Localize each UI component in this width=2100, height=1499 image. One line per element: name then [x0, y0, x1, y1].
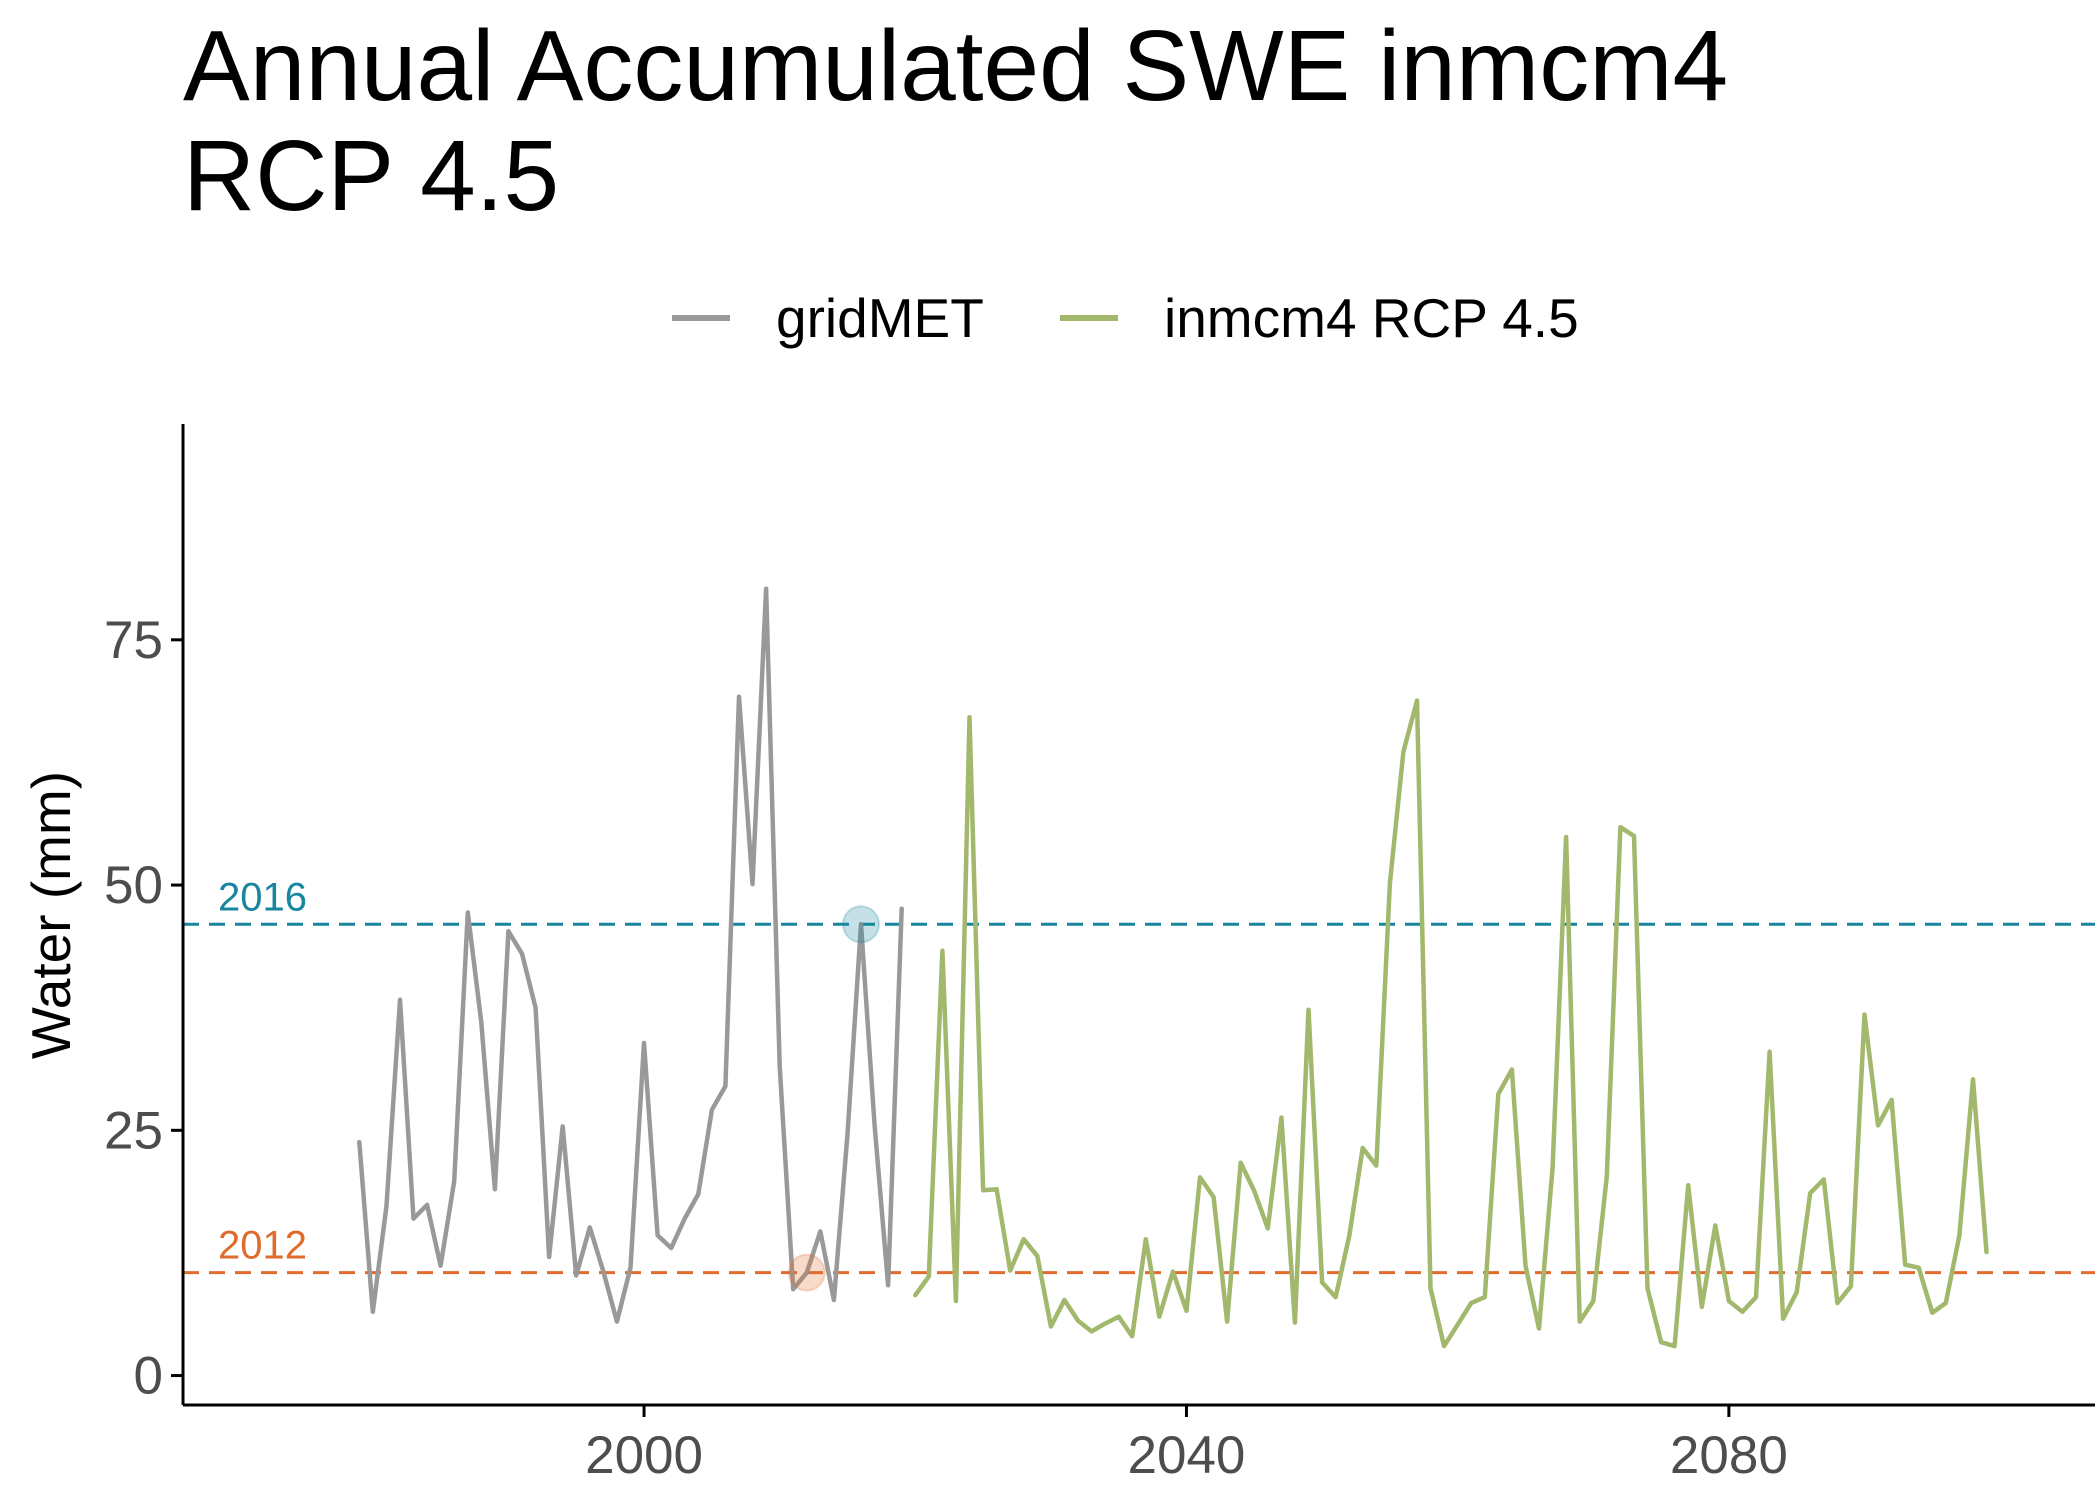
- reference-label-2016: 2016: [218, 875, 307, 919]
- highlight-point-2012: [787, 1253, 826, 1292]
- y-tick-label-50: 50: [104, 856, 163, 915]
- x-tick-label-2040: 2040: [1128, 1426, 1246, 1485]
- series-line-inmcm4-rcp45: [913, 698, 1989, 1349]
- plot-area: 2016 2012: [183, 586, 2095, 1349]
- legend: gridMET inmcm4 RCP 4.5: [672, 287, 1579, 349]
- y-tick-label-25: 25: [104, 1101, 163, 1160]
- y-axis-title: Water (mm): [20, 771, 82, 1059]
- axes: 0 25 50 75 2000 2040 2080: [104, 424, 2095, 1485]
- series-line-gridmet: [357, 586, 904, 1324]
- y-tick-label-0: 0: [134, 1347, 163, 1406]
- chart-title: Annual Accumulated SWE inmcm4 RCP 4.5: [183, 10, 1728, 232]
- x-tick-label-2000: 2000: [585, 1426, 703, 1485]
- chart-title-line-2: RCP 4.5: [183, 120, 559, 232]
- reference-label-2012: 2012: [218, 1224, 307, 1268]
- y-tick-label-75: 75: [104, 611, 163, 670]
- legend-label-inmcm4: inmcm4 RCP 4.5: [1164, 287, 1579, 349]
- highlight-point-2016: [842, 905, 881, 944]
- chart-title-line-1: Annual Accumulated SWE inmcm4: [183, 10, 1728, 122]
- x-tick-label-2080: 2080: [1670, 1426, 1788, 1485]
- legend-label-gridmet: gridMET: [776, 287, 984, 349]
